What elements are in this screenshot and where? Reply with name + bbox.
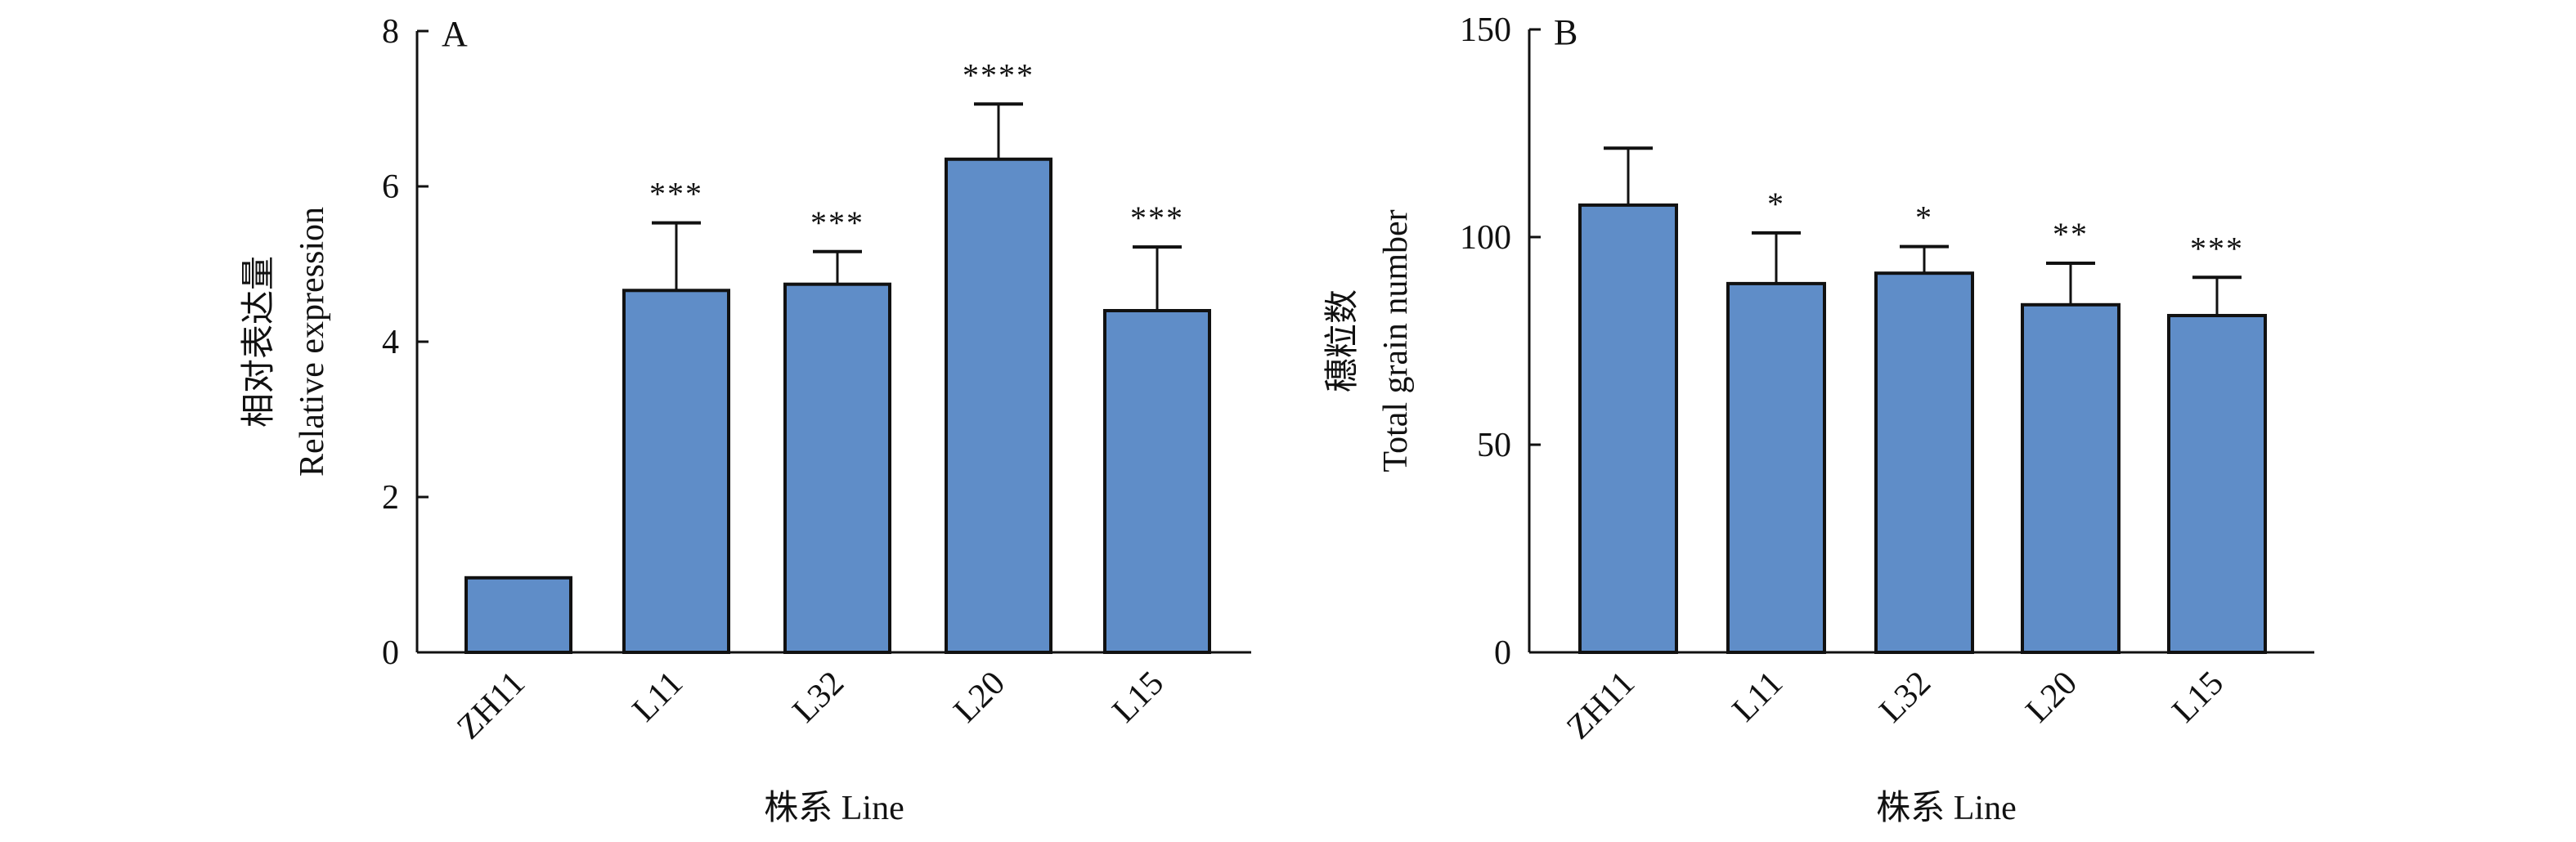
x-axis-label: 株系 Line (764, 790, 904, 827)
y-tick-label: 2 (382, 479, 399, 517)
bar-l20 (945, 157, 1052, 654)
y-tick-label: 150 (1460, 11, 1511, 49)
bar-zh11 (1578, 203, 1678, 655)
x-tick-label: L11 (626, 665, 690, 729)
significance-label: * (1767, 186, 1785, 222)
y-axis-label: Relative expression (294, 207, 331, 477)
x-tick-label: L20 (947, 665, 1012, 730)
significance-label: * (1915, 199, 1933, 236)
y-tick-label: 0 (1494, 634, 1511, 672)
significance-label: *** (2190, 230, 2244, 266)
bar-l15 (1103, 309, 1211, 654)
chart-panel-b: 0 50 100 150 B ZH11 * L11 * L32 ** L20 *** L15 穗粒数 Tota… (1324, 11, 2314, 827)
y-tick-label: 4 (382, 324, 399, 361)
chart-panel-a: 0 2 4 6 8 A ZH11 *** L11 *** L32 **** L20 *** L15 相对表达量… (240, 13, 1251, 827)
panel-label: B (1554, 12, 1577, 52)
x-tick-label: L11 (1726, 665, 1790, 729)
y-axis-label-cn: 穗粒数 (1324, 289, 1362, 392)
significance-label: ** (2053, 216, 2089, 253)
bar-l15 (2167, 314, 2267, 654)
x-tick-label: L32 (786, 665, 851, 730)
x-tick-label: L15 (2165, 665, 2231, 730)
bar-zh11 (464, 576, 572, 654)
bar-l11 (622, 289, 730, 654)
y-tick-label: 0 (382, 634, 399, 672)
y-tick-label: 100 (1460, 219, 1511, 257)
significance-label: **** (963, 56, 1034, 93)
bar-l20 (2021, 302, 2120, 654)
bar-l32 (1874, 271, 1974, 654)
significance-label: *** (649, 176, 703, 213)
bar-l32 (783, 282, 891, 654)
y-tick-label: 50 (1477, 427, 1511, 464)
x-tick-label: L15 (1106, 665, 1171, 730)
bar-l11 (1726, 281, 1826, 654)
x-tick-label: L20 (2019, 665, 2085, 730)
y-axis-label: Total grain number (1377, 209, 1415, 472)
y-tick-label: 8 (382, 13, 399, 51)
x-axis-label: 株系 Line (1876, 790, 2016, 827)
y-axis-label-cn: 相对表达量 (240, 256, 278, 428)
x-tick-label: L32 (1873, 665, 1938, 730)
significance-label: *** (1130, 199, 1184, 236)
x-tick-label: ZH11 (450, 665, 532, 747)
panel-label: A (442, 14, 468, 54)
y-tick-label: 6 (382, 168, 399, 206)
x-tick-label: ZH11 (1560, 665, 1642, 747)
significance-label: *** (810, 204, 864, 241)
